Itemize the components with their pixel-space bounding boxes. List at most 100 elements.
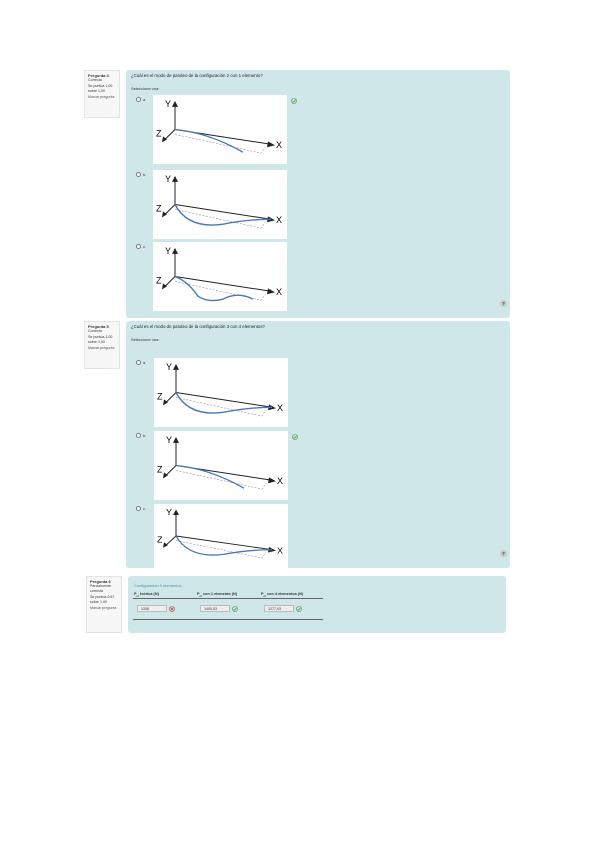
option-label: b. xyxy=(143,172,147,177)
answer-prompt: Seleccione una: xyxy=(131,337,160,342)
question-grade: Se puntúa 1,00 sobre 1,00 xyxy=(88,335,113,344)
help-icon[interactable]: ? xyxy=(500,300,507,307)
radio[interactable] xyxy=(136,360,141,366)
answer-option[interactable]: b. xyxy=(136,433,147,439)
option-image: Y Z X xyxy=(154,358,288,427)
axis-label: Y xyxy=(166,362,172,372)
question-info: Pregunta 5 Correcta Se puntúa 1,00 sobre 1… xyxy=(84,321,120,369)
question-panel xyxy=(128,576,506,633)
axis-label: Y xyxy=(166,507,172,517)
radio[interactable] xyxy=(136,97,141,103)
question-state: Correcta xyxy=(88,78,102,82)
correct-icon xyxy=(296,605,302,612)
question-state: Parcialmente correcta xyxy=(90,584,111,593)
axis-label: X xyxy=(276,215,282,225)
option-image: Y Z X xyxy=(153,95,287,164)
question-number: Pregunta 5 xyxy=(88,324,109,329)
axis-label: Y xyxy=(165,246,171,256)
option-label: a. xyxy=(143,97,147,102)
answer-input[interactable]: 1277,03 xyxy=(264,605,294,612)
axis-label: Y xyxy=(165,174,171,184)
icon-glyph xyxy=(297,607,301,611)
question-grade: Se puntúa 0,67 sobre 1,00 xyxy=(90,595,115,604)
question-number: Pregunta 6 xyxy=(90,579,111,584)
help-icon[interactable]: ? xyxy=(500,550,507,557)
header-subscript: cr xyxy=(199,594,202,598)
buckling-curve xyxy=(174,204,272,226)
flag-question[interactable]: Marcar pregunta xyxy=(88,95,115,99)
radio[interactable] xyxy=(136,244,141,250)
answer-input[interactable]: 1405,53 xyxy=(200,605,230,612)
option-label: c. xyxy=(143,506,147,511)
question-text: ¿Cuál es el modo de pandeo de la configu… xyxy=(131,73,263,78)
icon-glyph xyxy=(233,607,237,611)
table-rule xyxy=(133,619,323,620)
arrowheads xyxy=(162,247,275,295)
correct-icon xyxy=(292,434,298,440)
flag-question[interactable]: Marcar pregunta xyxy=(90,606,117,610)
answer-option[interactable]: b. xyxy=(136,172,147,178)
answer-input[interactable]: 1308 xyxy=(137,605,167,612)
axis-label: Z xyxy=(157,391,163,401)
radio[interactable] xyxy=(136,433,141,439)
header-text: con 4 elementos (N) xyxy=(266,592,304,596)
axis-label: Z xyxy=(157,464,163,474)
axis-label: Z xyxy=(156,203,162,213)
correct-icon xyxy=(232,605,238,612)
axis-label: Z xyxy=(157,535,162,545)
option-image: Y Z X xyxy=(154,431,288,500)
arrowheads xyxy=(163,509,276,553)
header-text: teórica (N) xyxy=(139,592,159,596)
buckling-curve xyxy=(175,464,245,489)
question-state: Correcta xyxy=(88,329,102,333)
axis-label: Y xyxy=(165,99,171,109)
reference xyxy=(175,470,267,490)
buckling-curve xyxy=(174,275,254,302)
arrowheads xyxy=(162,175,275,223)
axis-label: X xyxy=(277,403,283,413)
radio[interactable] xyxy=(136,172,141,178)
axis-label: X xyxy=(276,140,282,150)
header-symbol: P xyxy=(261,592,264,596)
correct-icon xyxy=(291,98,297,104)
buckling-curve xyxy=(174,128,244,153)
option-label: b. xyxy=(143,433,147,438)
column-header: Pcr con 4 elementos (N) xyxy=(261,592,303,598)
table-rule xyxy=(133,598,323,599)
icon-ring xyxy=(291,98,297,104)
column-header: Pcr con 1 elemento (N) xyxy=(197,592,237,598)
answer-option[interactable]: a. xyxy=(136,97,147,103)
column-header: Pcr teórica (N) xyxy=(134,592,159,598)
icon-ring xyxy=(232,605,238,612)
axis-label: X xyxy=(277,546,283,556)
axis-label: X xyxy=(277,476,283,486)
reference xyxy=(174,134,266,154)
icon-glyph xyxy=(170,607,174,610)
buckling-curve xyxy=(175,392,273,414)
question-info: Pregunta 4 Correcta Se puntúa 1,00 sobre 1… xyxy=(84,70,120,118)
reference xyxy=(174,209,266,229)
axis-label: Z xyxy=(156,275,162,285)
buckling-curve xyxy=(175,535,273,556)
option-image: Y Z X xyxy=(153,242,287,311)
option-label: c. xyxy=(143,244,147,249)
header-symbol: P xyxy=(197,592,200,596)
radio[interactable] xyxy=(136,506,141,512)
axis-label: Z xyxy=(156,128,162,138)
answer-option[interactable]: c. xyxy=(136,244,147,250)
icon-glyph xyxy=(292,99,296,103)
arrowheads xyxy=(162,100,275,148)
header-subscript: cr xyxy=(263,594,266,598)
reference xyxy=(175,397,267,417)
answer-option[interactable]: a. xyxy=(136,360,146,366)
answer-option[interactable]: c. xyxy=(136,506,147,512)
icon-ring xyxy=(296,605,302,612)
icon-ring xyxy=(292,434,298,440)
icon-ring xyxy=(169,605,175,612)
arrowheads xyxy=(163,436,276,484)
flag-question[interactable]: Marcar pregunta xyxy=(88,346,115,350)
header-text: con 1 elemento (N) xyxy=(202,592,238,596)
reference xyxy=(174,281,266,301)
